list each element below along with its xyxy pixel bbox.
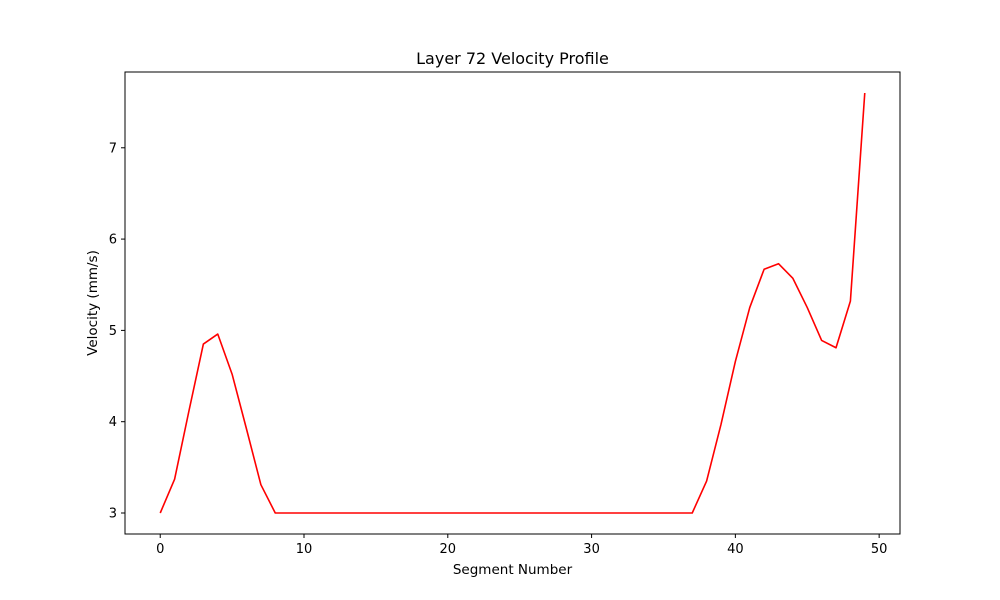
x-tick-label: 30 bbox=[583, 542, 600, 557]
y-axis-label: Velocity (mm/s) bbox=[85, 250, 101, 356]
y-tick-label: 4 bbox=[109, 415, 117, 430]
chart-title: Layer 72 Velocity Profile bbox=[416, 49, 609, 68]
series-line bbox=[159, 92, 866, 514]
series-layer bbox=[159, 92, 866, 514]
y-tick-label: 3 bbox=[109, 507, 117, 522]
y-tick-label: 6 bbox=[109, 233, 117, 248]
plot-area bbox=[125, 72, 900, 534]
x-tick-label: 0 bbox=[156, 542, 164, 557]
y-tick-label: 5 bbox=[109, 324, 117, 339]
x-tick-label: 20 bbox=[440, 542, 457, 557]
y-tick-label: 7 bbox=[109, 141, 117, 156]
y-axis: 3 4 5 6 7 bbox=[109, 141, 125, 522]
x-tick-label: 10 bbox=[296, 542, 313, 557]
x-axis: 0 10 20 30 40 50 bbox=[156, 534, 887, 557]
x-tick-label: 50 bbox=[871, 542, 888, 557]
x-tick-label: 40 bbox=[727, 542, 744, 557]
plot-frame bbox=[124, 71, 901, 535]
x-axis-label: Segment Number bbox=[453, 562, 573, 578]
